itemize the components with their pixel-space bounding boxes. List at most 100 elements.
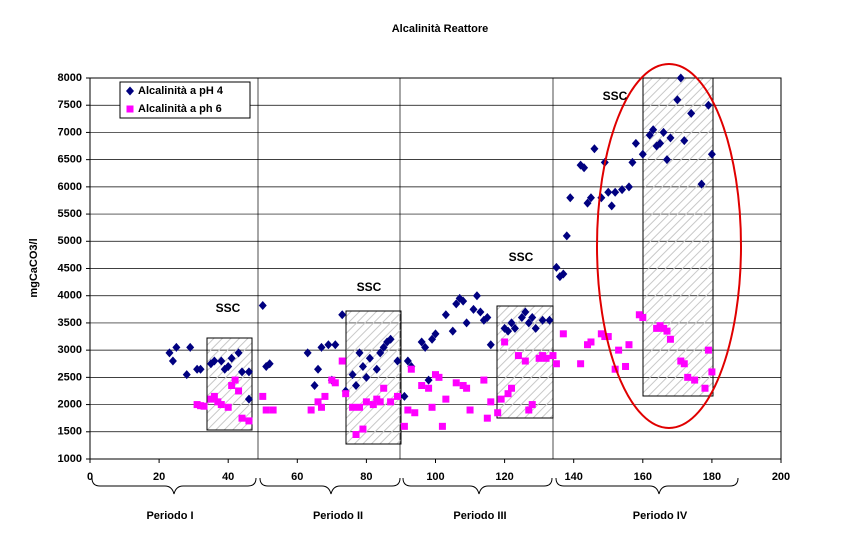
period-label: Periodo II: [313, 510, 363, 522]
y-tick-label: 5000: [58, 235, 82, 247]
point: [224, 403, 232, 411]
point: [611, 187, 620, 197]
y-tick-label: 6000: [58, 181, 82, 193]
point: [676, 73, 685, 83]
point: [355, 348, 364, 358]
point: [182, 370, 191, 380]
point: [400, 391, 409, 401]
x-tick-label: 100: [426, 471, 444, 483]
point: [196, 364, 205, 374]
x-tick-label: 0: [87, 471, 93, 483]
point: [349, 403, 357, 411]
point: [531, 323, 540, 333]
brace: [91, 477, 257, 495]
point: [352, 381, 361, 391]
y-tick-label: 5500: [58, 208, 82, 220]
x-tick-label: 60: [291, 471, 303, 483]
point: [625, 341, 633, 349]
point: [559, 330, 567, 338]
point: [622, 362, 630, 370]
point: [442, 395, 450, 403]
point: [342, 390, 350, 398]
point: [624, 182, 633, 192]
point: [441, 310, 450, 320]
point: [615, 346, 623, 354]
point: [628, 157, 637, 167]
point: [172, 342, 181, 352]
point: [656, 138, 665, 148]
point: [380, 384, 388, 392]
point: [438, 422, 446, 430]
y-axis-label: mgCaCO3/l: [28, 238, 40, 297]
point: [317, 342, 326, 352]
point: [528, 401, 536, 409]
point: [404, 406, 412, 414]
point: [552, 360, 560, 368]
point: [376, 398, 384, 406]
brace: [555, 477, 739, 495]
point: [372, 364, 381, 374]
point: [649, 125, 658, 135]
point: [359, 425, 367, 433]
point: [418, 382, 426, 390]
point: [497, 395, 505, 403]
point: [448, 326, 457, 336]
point: [472, 291, 481, 301]
point: [435, 373, 443, 381]
point: [542, 354, 550, 362]
point: [376, 348, 385, 358]
period-label: Periodo III: [453, 510, 506, 522]
point: [421, 342, 430, 352]
point: [348, 370, 357, 380]
y-tick-label: 7500: [58, 99, 82, 111]
point: [463, 384, 471, 392]
point: [355, 403, 363, 411]
point: [680, 136, 689, 146]
legend-label: Alcalinità a ph 6: [138, 103, 222, 115]
point: [559, 269, 568, 279]
x-tick-label: 140: [565, 471, 583, 483]
point: [525, 406, 533, 414]
point: [687, 108, 696, 118]
point: [639, 313, 647, 321]
brace: [402, 477, 553, 495]
point: [631, 138, 640, 148]
point: [425, 384, 433, 392]
y-tick-label: 7000: [58, 126, 82, 138]
point: [365, 353, 374, 363]
point: [659, 127, 668, 137]
point: [317, 403, 325, 411]
point: [428, 334, 437, 344]
point: [577, 360, 585, 368]
legend-marker: [126, 105, 134, 113]
point: [227, 353, 236, 363]
point: [704, 346, 712, 354]
point: [486, 340, 495, 350]
point: [186, 342, 195, 352]
point: [217, 356, 226, 366]
point: [684, 373, 692, 381]
point: [663, 327, 671, 335]
point: [210, 356, 219, 366]
point: [521, 307, 530, 317]
point: [697, 179, 706, 189]
annotation: SSC: [603, 89, 628, 103]
point: [303, 348, 312, 358]
point: [362, 372, 371, 382]
point: [165, 348, 174, 358]
marks: [165, 73, 716, 439]
point: [411, 409, 419, 417]
chart-title: Alcalinità Reattore: [392, 23, 489, 35]
point: [258, 301, 267, 311]
point: [528, 312, 537, 322]
point: [245, 417, 253, 425]
point: [428, 403, 436, 411]
y-tick-label: 3500: [58, 317, 82, 329]
x-tick-label: 20: [153, 471, 165, 483]
point: [358, 361, 367, 371]
point: [235, 387, 243, 395]
point: [549, 352, 557, 360]
point: [403, 356, 412, 366]
x-tick-label: 200: [772, 471, 790, 483]
point: [379, 342, 388, 352]
